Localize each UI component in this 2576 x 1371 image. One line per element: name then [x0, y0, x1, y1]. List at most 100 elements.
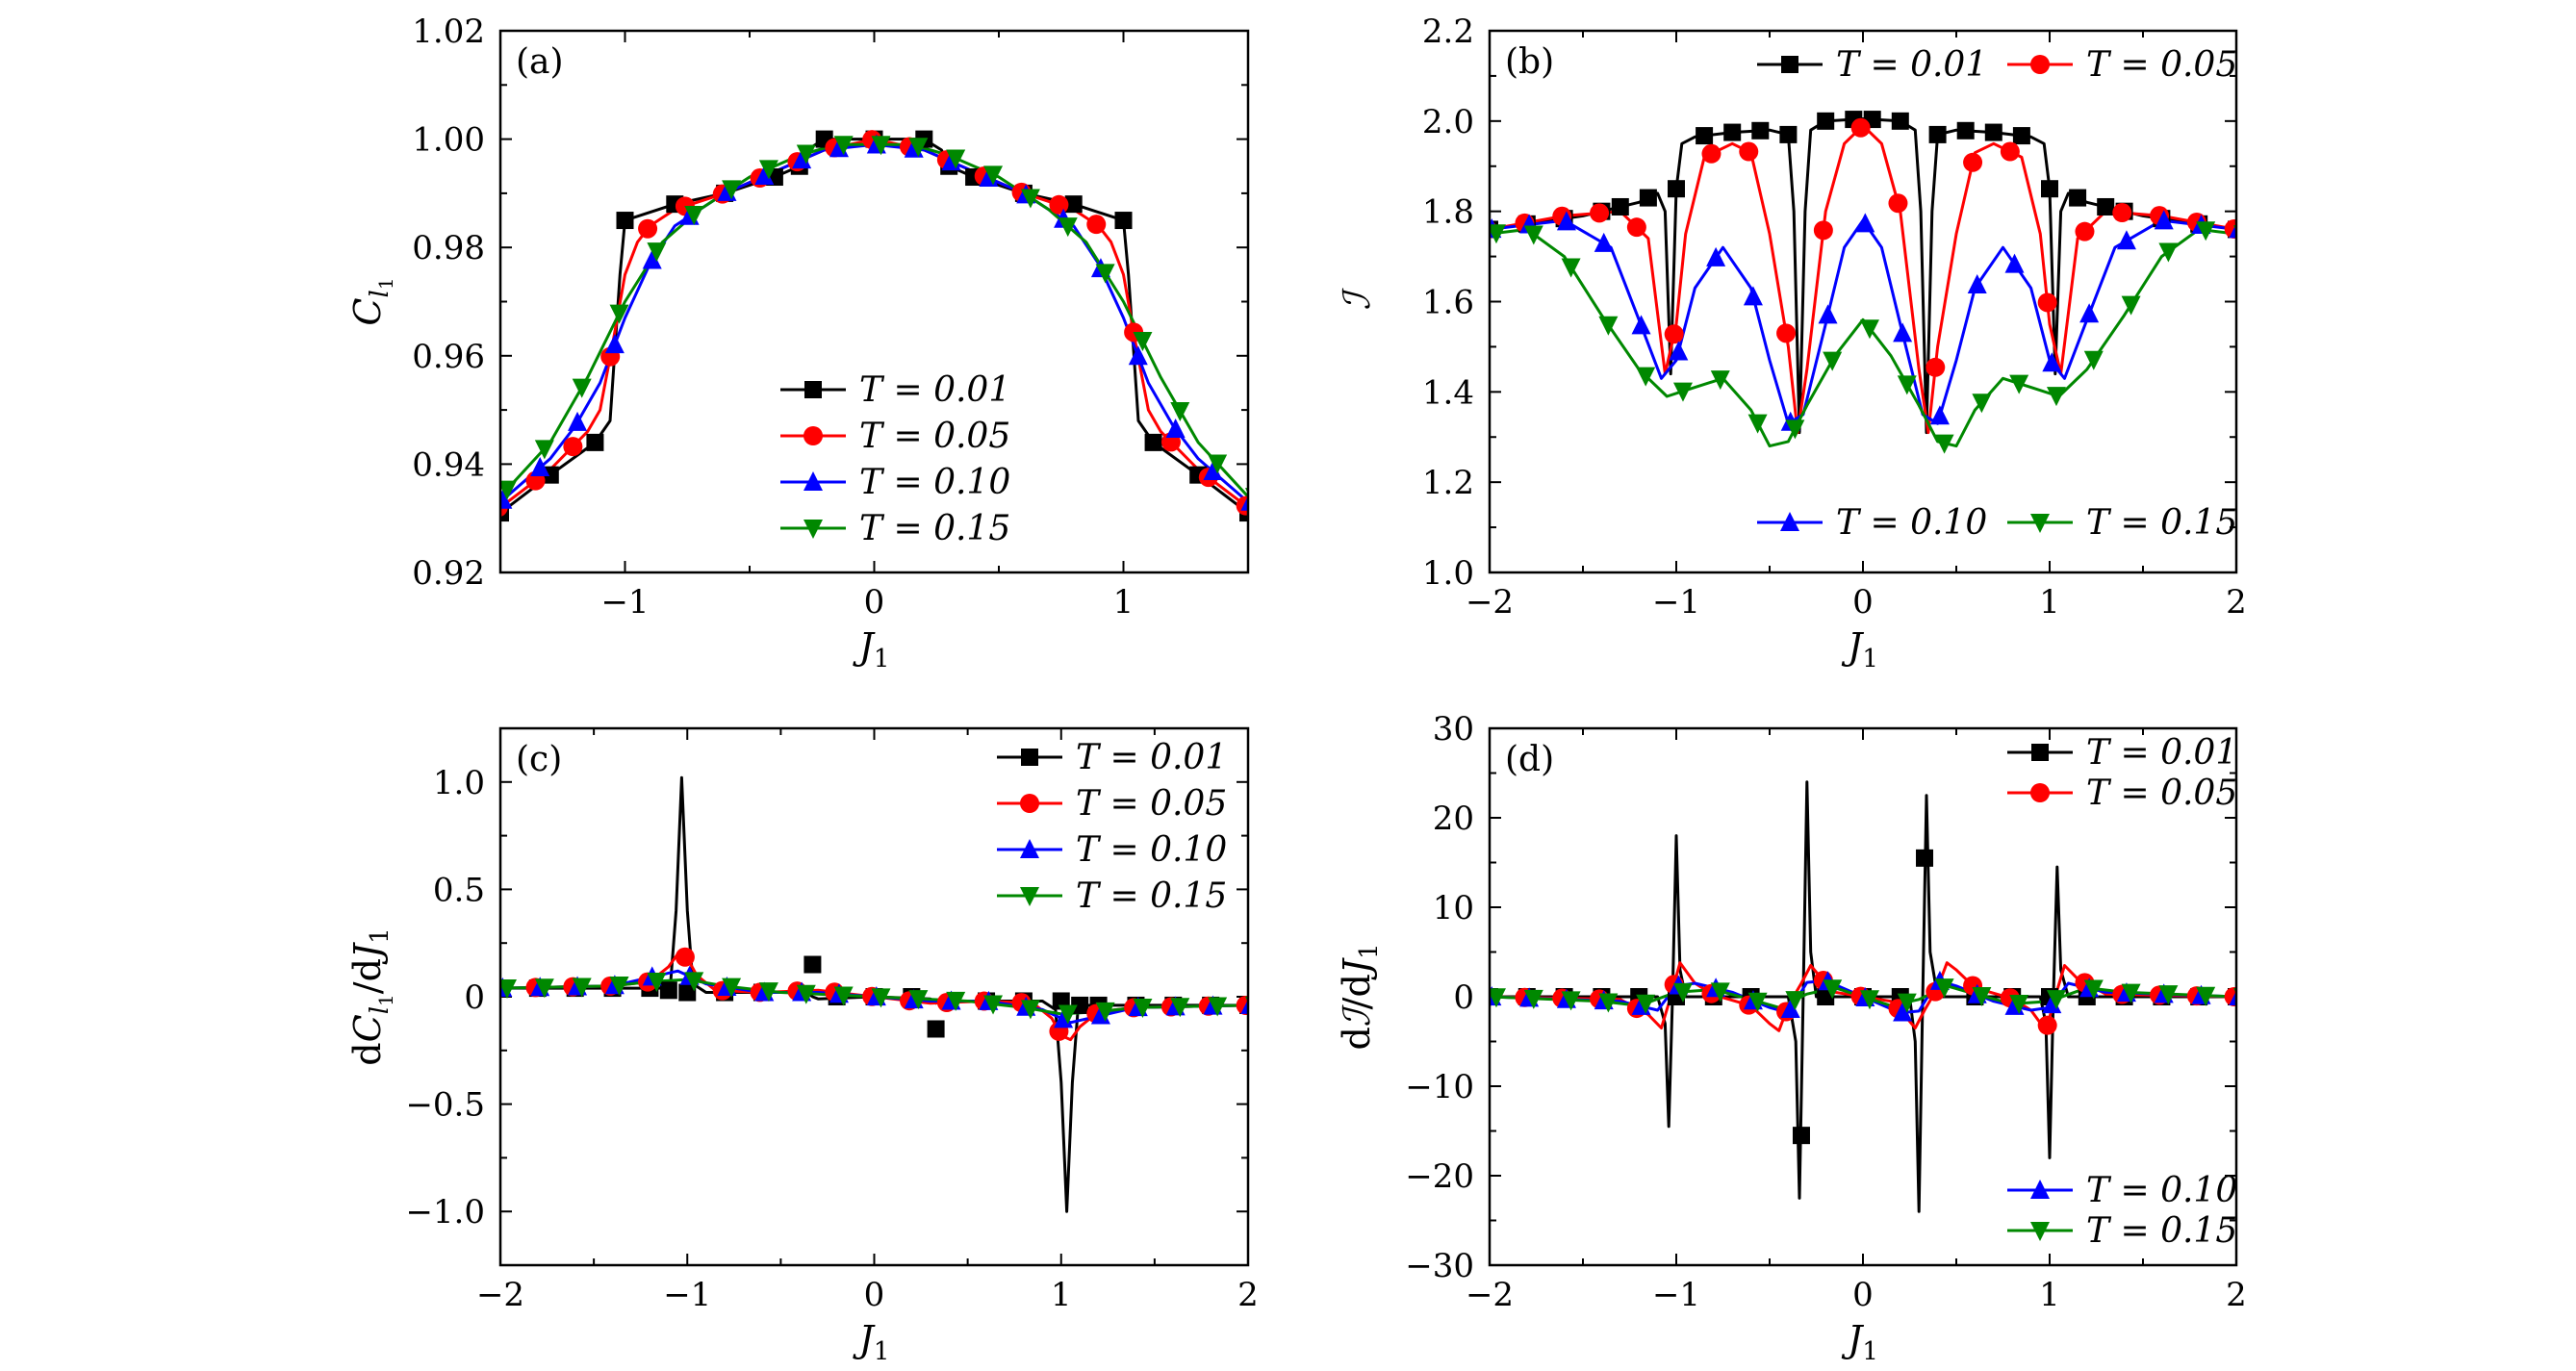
data-point: [1891, 112, 1909, 130]
data-point: [1020, 189, 1040, 209]
data-point: [647, 242, 667, 263]
data-point: [2158, 985, 2179, 1005]
y-tick-label: 0: [1453, 978, 1474, 1017]
panel-label: (c): [516, 740, 562, 779]
data-point: [983, 165, 1004, 186]
x-tick-label: −2: [476, 1276, 524, 1314]
data-point: [833, 136, 854, 156]
legend-label: T = 0.05: [2086, 774, 2237, 813]
data-point: [638, 218, 658, 239]
data-point: [946, 149, 966, 169]
y-tick-label: −10: [1405, 1068, 1474, 1106]
x-tick-label: 2: [2226, 1276, 2247, 1314]
data-point: [1785, 419, 1805, 440]
data-point: [1701, 143, 1722, 164]
plot-area: [1490, 780, 2236, 1213]
legend-entry: T = 0.01: [997, 738, 1227, 777]
data-point: [2083, 979, 2104, 1000]
data-point: [1664, 324, 1684, 344]
data-point: [2046, 990, 2066, 1010]
data-point: [2116, 230, 2136, 250]
y-axis-label: dℐ/dJ1: [1336, 943, 1384, 1050]
legend-marker: [2030, 514, 2050, 533]
data-point: [1850, 117, 1871, 138]
data-point: [1972, 987, 1992, 1007]
data-point: [1963, 152, 1983, 172]
legend-label: T = 0.10: [1836, 503, 1987, 543]
data-point: [1818, 304, 1838, 324]
data-point: [1669, 341, 1689, 361]
data-point: [1598, 993, 1619, 1013]
data-point: [572, 977, 592, 998]
data-point: [1751, 121, 1770, 140]
legend-marker: [2030, 1180, 2050, 1199]
data-point: [684, 972, 704, 992]
data-point: [2075, 221, 2095, 241]
data-point: [1855, 213, 1875, 233]
legend-entry: T = 0.15: [2007, 1211, 2237, 1251]
data-point: [1672, 982, 1693, 1003]
legend-marker: [2030, 1222, 2050, 1241]
x-tick-label: −1: [1652, 1276, 1700, 1314]
x-tick-label: 0: [1852, 1276, 1874, 1314]
data-point: [1897, 375, 1917, 395]
legend-marker: [1780, 512, 1799, 531]
legend-label: T = 0.01: [1836, 45, 1987, 85]
data-point: [1934, 978, 1954, 999]
y-tick-label: −30: [1405, 1247, 1474, 1285]
data-point: [1967, 274, 1987, 294]
data-point: [1893, 1002, 1913, 1022]
data-point: [500, 480, 517, 500]
data-point: [1893, 322, 1913, 343]
legend-entry: T = 0.01: [780, 370, 1010, 410]
data-point: [792, 149, 812, 169]
data-point: [1747, 992, 1768, 1012]
data-point: [1611, 197, 1629, 216]
data-point: [1792, 1127, 1810, 1145]
data-point: [1780, 998, 1800, 1018]
y-axis-label: dCl1/dJ1: [346, 927, 397, 1065]
data-point: [1144, 433, 1162, 451]
data-point: [1095, 1002, 1115, 1022]
panel-b: −2 −1 0 1 2 1.0 1.2 1.4 1.6 1.8 2.0 2.2 (b) J1 ℐ T = 0.…: [1336, 13, 2247, 673]
data-point: [1086, 215, 1107, 235]
data-point: [908, 138, 929, 158]
series-line: [1490, 124, 2236, 435]
series-line: [1490, 227, 2236, 448]
y-tick-label: 2.2: [1422, 13, 1474, 51]
data-point: [2196, 986, 2216, 1006]
data-point: [1165, 419, 1186, 439]
data-point: [1739, 141, 1759, 162]
data-point: [2037, 1015, 2057, 1035]
data-point: [796, 984, 816, 1004]
data-point: [1706, 246, 1726, 267]
data-point: [1972, 394, 1992, 414]
panel-c: −2 −1 0 1 2 −1.0 −0.5 0 0.5 1.0 (c) J1 dCl1/dJ1 T = 0…: [346, 726, 1259, 1366]
data-point: [1095, 264, 1115, 284]
y-tick-label: 0.94: [412, 445, 485, 484]
data-point: [684, 205, 704, 225]
x-tick-label: 1: [1051, 1276, 1072, 1314]
data-point: [1984, 123, 2002, 141]
x-tick-label: 0: [864, 583, 885, 622]
data-point: [1170, 998, 1190, 1018]
data-point: [1779, 125, 1798, 143]
data-point: [572, 378, 592, 398]
x-axis-label: J1: [1841, 625, 1878, 673]
data-point: [1785, 991, 1805, 1011]
legend-marker: [1020, 887, 1039, 906]
legend-entry: T = 0.15: [2007, 503, 2237, 543]
data-point: [1859, 319, 1879, 340]
data-point: [1747, 414, 1768, 434]
data-point: [500, 489, 513, 509]
legend-marker: [803, 471, 823, 491]
data-point: [609, 304, 629, 324]
y-tick-label: 0.96: [412, 338, 485, 376]
legend-entry: T = 0.01: [2007, 733, 2237, 773]
data-point: [1897, 993, 1917, 1013]
y-tick-label: 30: [1433, 710, 1474, 749]
data-point: [2121, 295, 2141, 316]
data-point: [642, 249, 662, 269]
x-tick-label: 1: [1113, 583, 1135, 622]
